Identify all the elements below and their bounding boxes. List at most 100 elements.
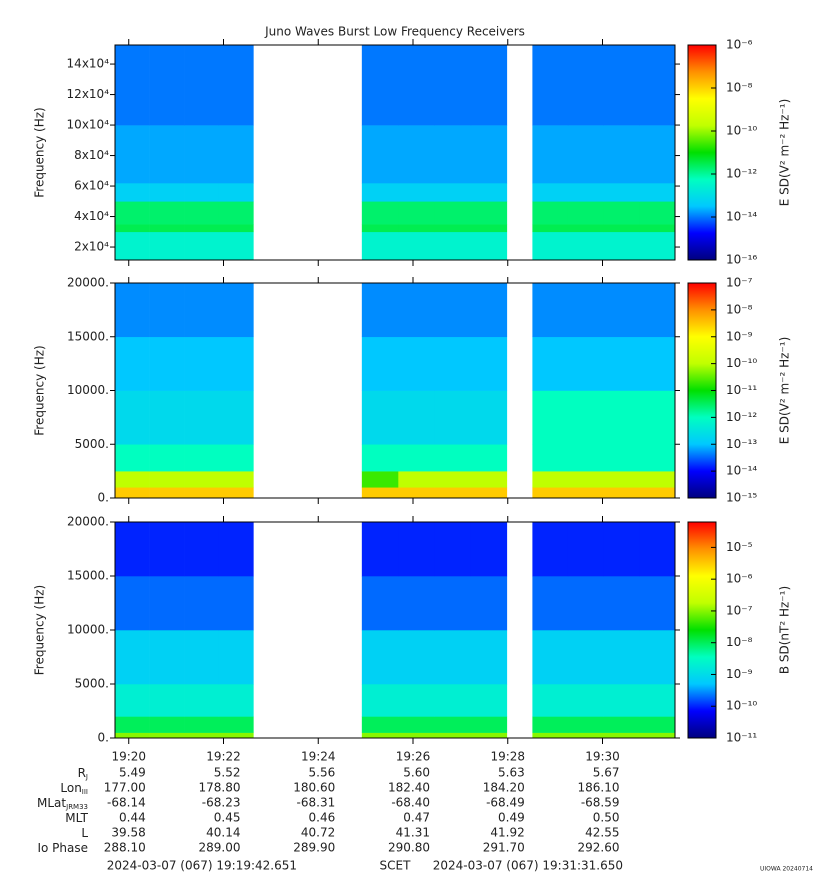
colorbar-tick-label: 10⁻¹⁰ <box>726 356 757 370</box>
ephemeris-value: -68.23 <box>202 796 241 810</box>
spectrogram-cell <box>639 125 676 184</box>
spectrogram-cell <box>149 487 185 499</box>
spectrogram-cell <box>567 576 604 631</box>
spectrogram-cell <box>603 684 640 717</box>
spectrogram-cell <box>361 182 399 202</box>
spectrogram-cell <box>149 390 185 445</box>
spectrogram-cell <box>470 224 508 233</box>
y-tick-label: 5000. <box>75 677 109 691</box>
spectrogram-cell <box>398 336 435 391</box>
spectrogram-cell <box>470 336 508 391</box>
spectrogram-cell <box>184 390 220 445</box>
spectrogram-cell <box>639 201 676 225</box>
ephemeris-label-text: MLat <box>37 796 66 810</box>
spectrogram-cell <box>184 231 220 261</box>
ephemeris-value: 180.60 <box>293 781 335 795</box>
spectrogram-cell <box>184 732 220 739</box>
spectrogram-cell <box>532 125 569 184</box>
spectrogram-cell <box>218 576 254 631</box>
spectrogram-cell <box>434 716 472 733</box>
spectrogram-cell <box>115 45 150 126</box>
ephemeris-label: MLatJRM33 <box>37 796 88 812</box>
spectrogram-cell <box>567 444 604 472</box>
y-axis-label: Frequency (Hz) <box>33 107 47 198</box>
spectrogram-cell <box>603 576 640 631</box>
colorbar-tick-label: 10⁻¹¹ <box>726 383 757 397</box>
spectrogram-cell <box>218 201 254 225</box>
spectrogram-cell <box>434 576 472 631</box>
spectrogram-cell <box>603 444 640 472</box>
spectrogram-cell <box>149 45 185 126</box>
spectrogram-cell <box>470 684 508 717</box>
spectrogram-cell <box>115 716 150 733</box>
spectrogram-cell <box>470 45 508 126</box>
spectrogram-cell <box>218 487 254 499</box>
spectrogram-cell <box>398 471 435 488</box>
y-tick-label: 15000. <box>67 329 109 343</box>
spectrogram-cell <box>532 224 569 233</box>
spectrogram-cell <box>603 732 640 739</box>
y-tick-label: 2x10⁴ <box>74 240 109 254</box>
ephemeris-value: 288.10 <box>104 841 146 855</box>
colorbar-tick-label: 10⁻¹⁰ <box>726 124 757 138</box>
y-tick-label: 12x10⁴ <box>67 87 110 101</box>
spectrogram-cell <box>470 283 508 338</box>
spectrogram-cell <box>603 201 640 225</box>
end-time: 2024-03-07 (067) 19:31:31.650 <box>433 859 623 873</box>
colorbar-tick-label: 10⁻⁷ <box>726 603 753 617</box>
spectrogram-cell <box>361 716 399 733</box>
spectrogram-cell <box>149 231 185 261</box>
y-tick-label: 15000. <box>67 569 109 583</box>
spectrogram-cell <box>184 336 220 391</box>
ephemeris-value: 5.52 <box>214 766 241 780</box>
spectrogram-cell <box>398 576 435 631</box>
spectrogram-cell <box>184 283 220 338</box>
spectrogram-cell <box>149 336 185 391</box>
spectrogram-cell <box>532 283 569 338</box>
spectrogram-cell <box>639 732 676 739</box>
y-tick-label: 14x10⁴ <box>67 57 110 71</box>
spectrogram-cell <box>218 283 254 338</box>
spectrogram-cell <box>149 576 185 631</box>
spectrogram-cell <box>398 444 435 472</box>
spectrogram-cell <box>603 522 640 577</box>
spectrogram-cell <box>567 231 604 261</box>
spectrogram-cell <box>361 390 399 445</box>
spectrogram-cell <box>218 732 254 739</box>
spectrogram-cell <box>532 487 569 499</box>
spectrogram-cell <box>184 45 220 126</box>
spectrogram-cell <box>434 231 472 261</box>
spectrogram-cell <box>532 630 569 685</box>
spectrogram-cell <box>218 45 254 126</box>
spectrogram-cell <box>639 182 676 202</box>
spectrogram-cell <box>398 125 435 184</box>
colorbar-tick-label: 10⁻⁸ <box>726 635 753 649</box>
spectrogram-cell <box>218 390 254 445</box>
spectrogram-cell <box>603 224 640 233</box>
ephemeris-label-text: R <box>78 766 86 780</box>
spectrogram-cell <box>532 576 569 631</box>
spectrogram-cell <box>115 231 150 261</box>
ephemeris-value: 5.63 <box>498 766 525 780</box>
colorbar-tick-label: 10⁻¹⁵ <box>726 491 757 505</box>
spectrogram-cell <box>639 522 676 577</box>
spectrogram-cell <box>567 201 604 225</box>
y-tick-label: 10000. <box>67 623 109 637</box>
spectrogram-cell <box>398 522 435 577</box>
y-axis-label: Frequency (Hz) <box>33 585 47 676</box>
spectrogram-cell <box>361 336 399 391</box>
spectrogram-cell <box>567 45 604 126</box>
spectrogram-cell <box>470 125 508 184</box>
spectrogram-cell <box>639 471 676 488</box>
spectrogram-cell <box>434 201 472 225</box>
spectrogram-cell <box>532 45 569 126</box>
ephemeris-value: 182.40 <box>388 781 430 795</box>
spectrogram-cell <box>361 684 399 717</box>
spectrogram-cell <box>434 684 472 717</box>
spectrogram-cell <box>639 444 676 472</box>
spectrogram-cell <box>567 684 604 717</box>
spectrogram-cell <box>567 390 604 445</box>
colorbar-tick-label: 10⁻⁶ <box>726 572 753 586</box>
ephemeris-value: 5.56 <box>309 766 336 780</box>
spectrogram-cell <box>115 444 150 472</box>
